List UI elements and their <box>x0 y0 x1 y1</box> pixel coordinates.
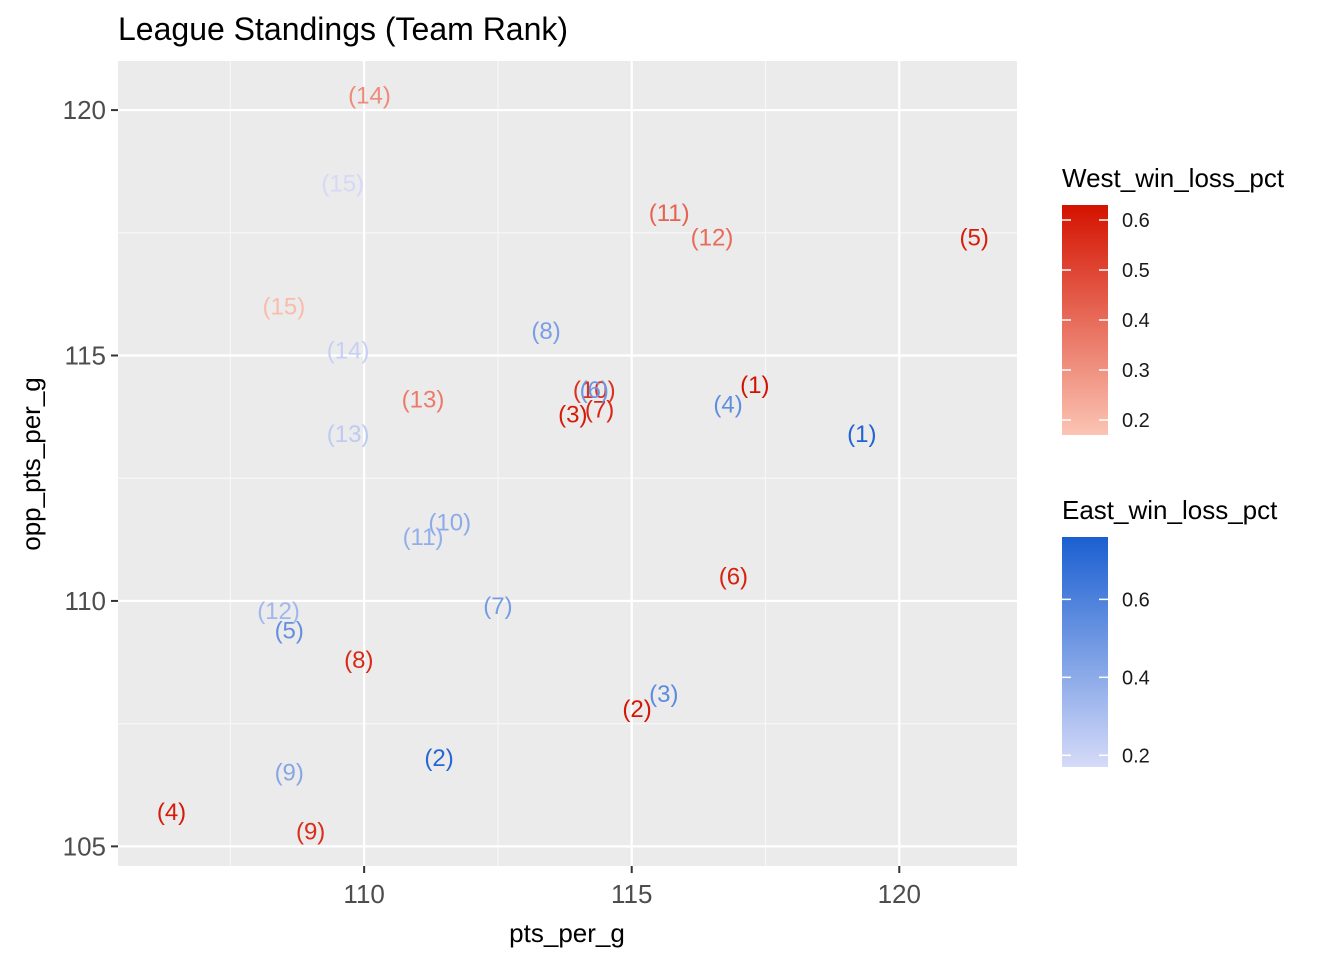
west-team-label: (3) <box>558 401 587 428</box>
axis-ticks: 110 115 120 105 110 115 120 <box>63 95 921 909</box>
west-team-label: (4) <box>157 799 186 826</box>
x-tick-label: 115 <box>611 879 652 909</box>
east-team-label: (12) <box>257 598 300 625</box>
legend-tick-label: 0.2 <box>1122 410 1150 432</box>
y-axis-title: opp_pts_per_g <box>16 377 46 550</box>
grid-lines <box>118 61 1017 866</box>
west-team-label: (7) <box>585 397 614 424</box>
west-team-label: (13) <box>402 387 445 414</box>
east-team-label: (8) <box>531 318 560 345</box>
east-team-label: (6) <box>580 377 609 404</box>
legend-tick-label: 0.3 <box>1122 360 1150 382</box>
east-team-label: (9) <box>275 760 304 787</box>
legend-tick-label: 0.2 <box>1122 745 1150 767</box>
west-team-label: (11) <box>649 200 690 227</box>
east-team-label: (5) <box>275 617 304 644</box>
legend-title: East_win_loss_pct <box>1062 495 1278 525</box>
legend-tick-label: 0.4 <box>1122 667 1150 689</box>
east-team-label: (14) <box>327 338 370 365</box>
east-team-label: (4) <box>713 392 742 419</box>
point-labels: (1)(2)(3)(4)(5)(6)(7)(8)(9)(10)(11)(12)(… <box>157 82 989 845</box>
plot-panel <box>118 61 1017 866</box>
legend-title: West_win_loss_pct <box>1062 163 1285 193</box>
west-team-label: (6) <box>719 563 748 590</box>
west-team-label: (14) <box>348 82 391 109</box>
west-team-label: (15) <box>263 293 306 320</box>
east-team-label: (1) <box>847 421 876 448</box>
y-tick-label: 105 <box>63 831 106 861</box>
east-team-label: (7) <box>483 593 512 620</box>
legend-tick-label: 0.6 <box>1122 210 1150 232</box>
x-tick-label: 110 <box>343 879 384 909</box>
y-tick-label: 110 <box>65 586 106 616</box>
west-team-label: (2) <box>622 696 651 723</box>
west-team-label: (5) <box>960 225 989 252</box>
y-tick-label: 115 <box>65 341 106 371</box>
east-team-label: (10) <box>428 509 471 536</box>
color-legends: West_win_loss_pct 0.2 0.3 0.4 0.5 0.6 East_win… <box>1062 163 1285 767</box>
east-team-label: (15) <box>321 171 364 198</box>
legend-colorbar <box>1062 537 1108 767</box>
east-team-label: (11) <box>403 524 444 551</box>
legend-tick-label: 0.4 <box>1122 310 1150 332</box>
west-team-label: (12) <box>691 225 734 252</box>
west-team-label: (10) <box>573 377 616 404</box>
west-team-label: (9) <box>296 819 325 846</box>
x-tick-label: 120 <box>878 879 921 909</box>
east-team-label: (3) <box>649 681 678 708</box>
west-team-label: (8) <box>344 647 373 674</box>
x-axis-title: pts_per_g <box>509 918 625 948</box>
legend-tick-label: 0.6 <box>1122 589 1150 611</box>
east-team-label: (2) <box>424 745 453 772</box>
legend-tick-label: 0.5 <box>1122 260 1150 282</box>
chart-title: League Standings (Team Rank) <box>118 11 568 47</box>
y-tick-label: 120 <box>63 95 106 125</box>
east-team-label: (13) <box>327 421 370 448</box>
west-team-label: (1) <box>740 372 769 399</box>
